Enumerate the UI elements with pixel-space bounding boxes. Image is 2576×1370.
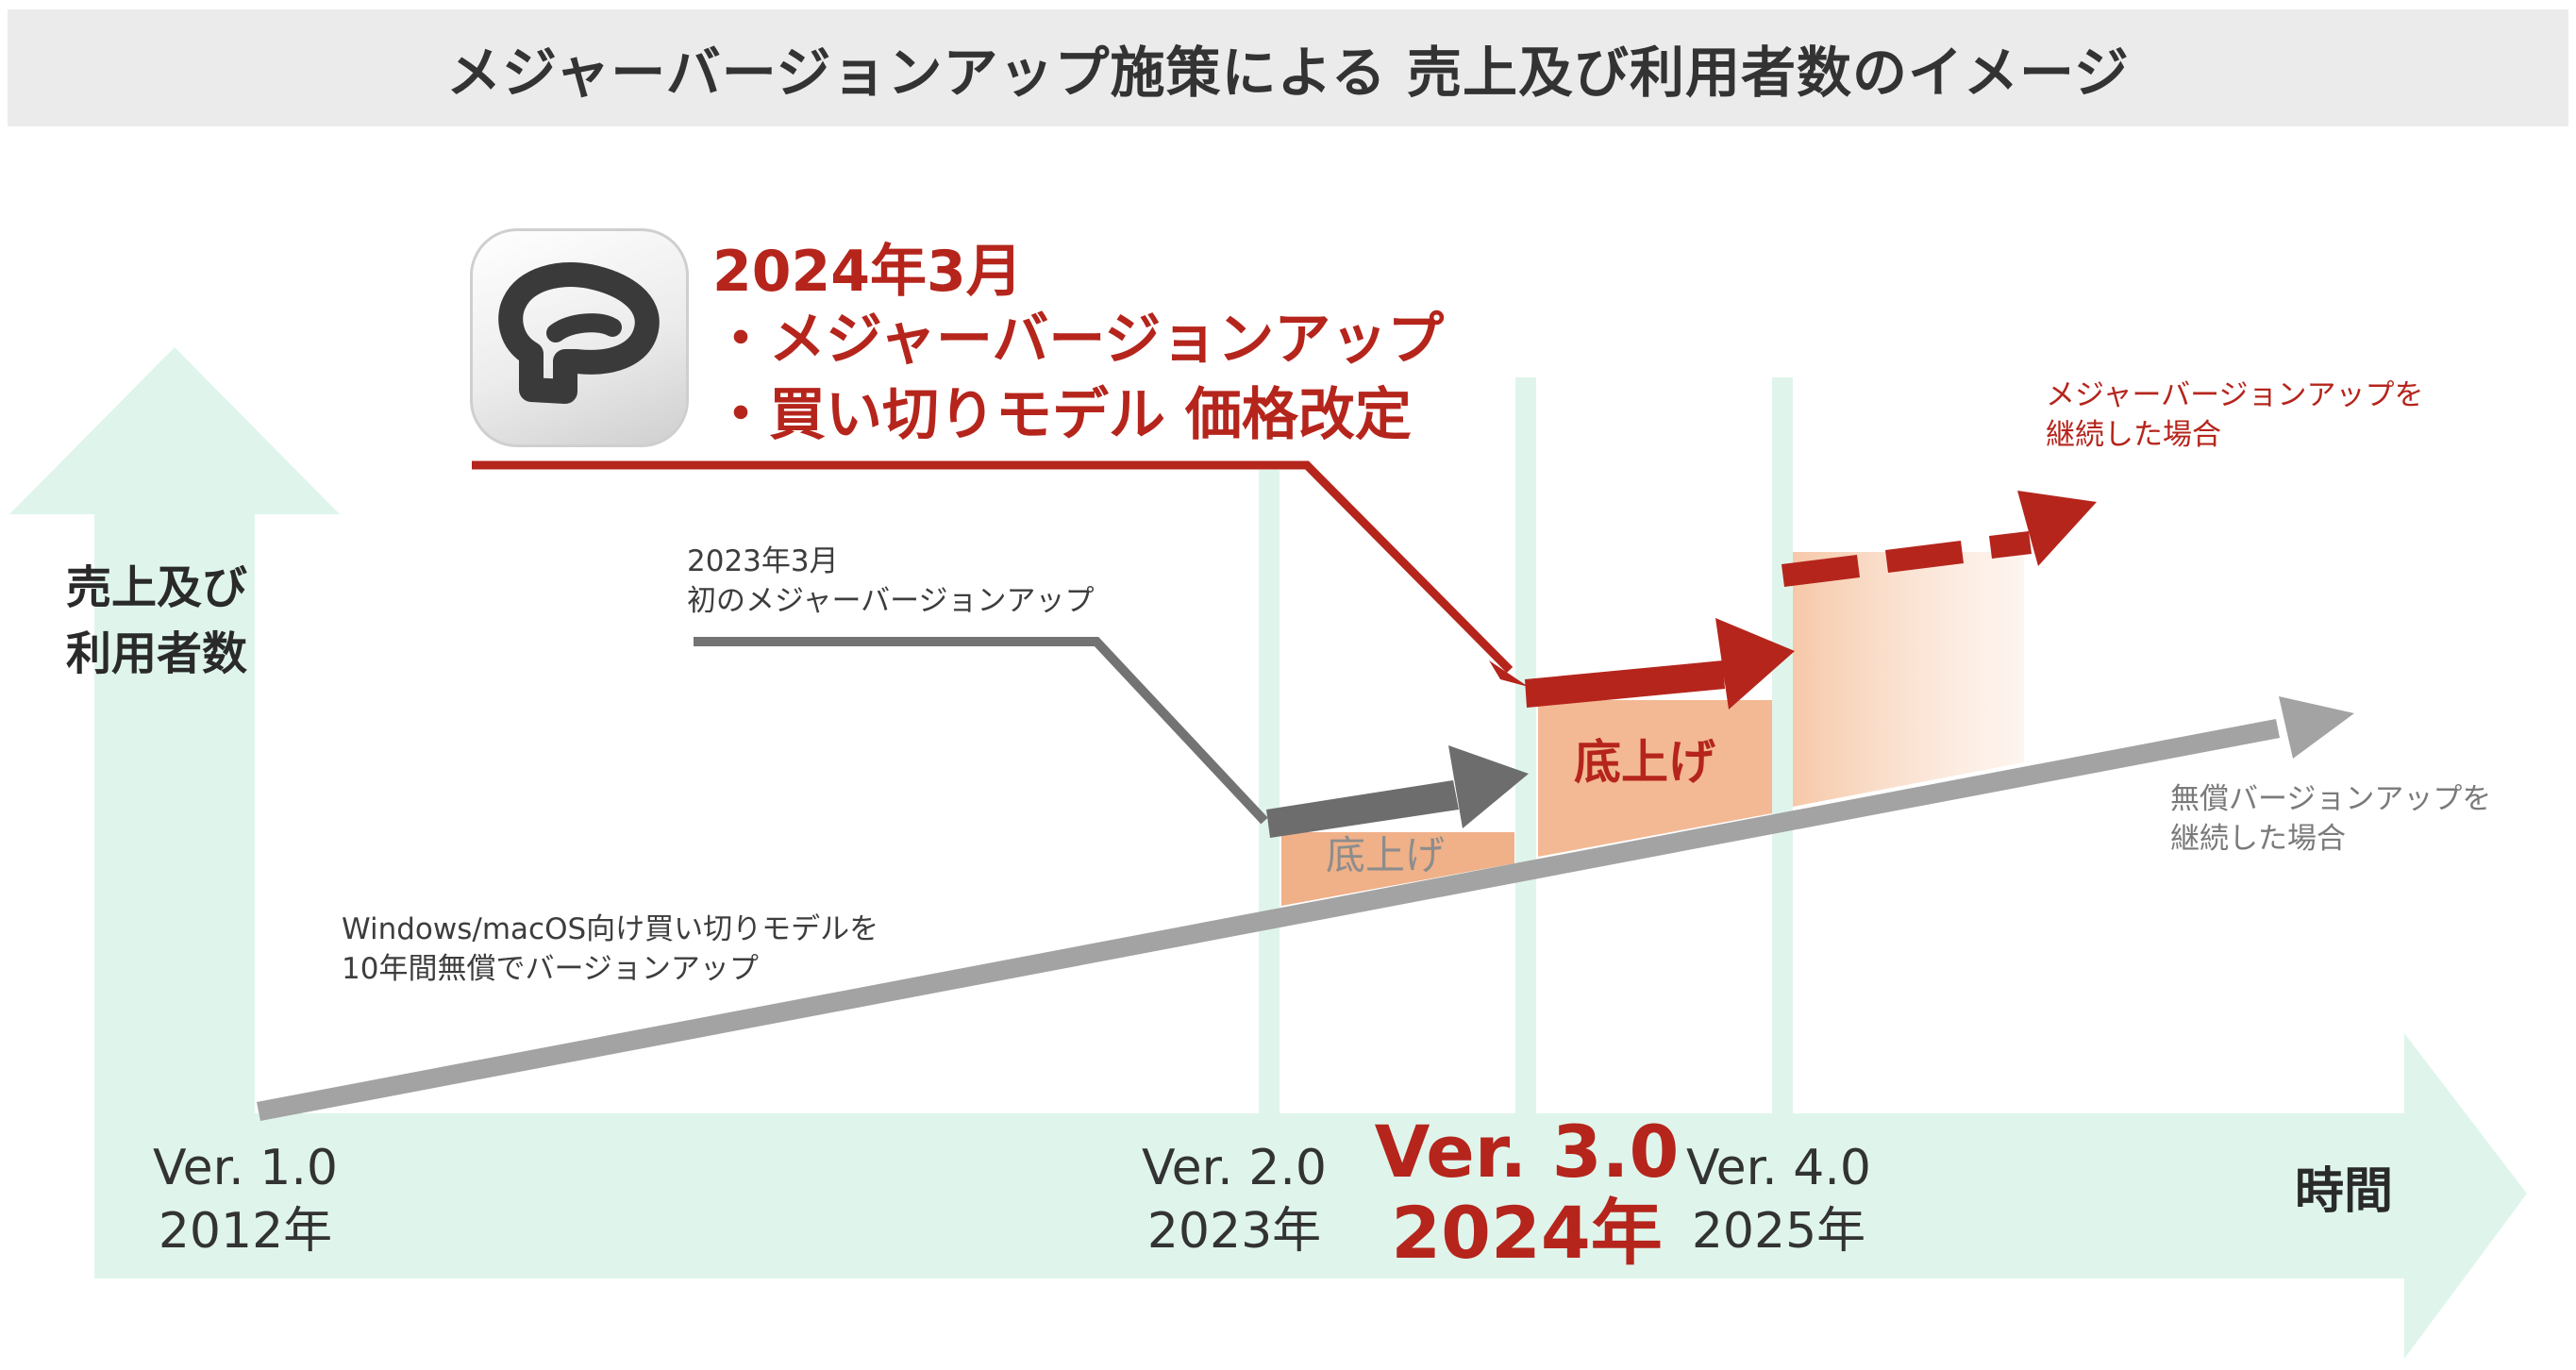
baseline-growth-arrowhead [2279,696,2354,759]
ver2-boost-arrowhead [1448,745,1529,828]
continue-major-note-line2: 継続した場合 [2046,418,2221,452]
clip-studio-logo-icon [498,262,660,404]
continue-free-note-line2: 継続した場合 [2170,822,2346,856]
projection-arrowhead [2017,491,2097,566]
x-axis-arrow [94,1033,2527,1359]
guide-line-ver3 [1515,377,1536,1113]
ver2-boost-arrow [1266,780,1459,838]
milestone-ver2-version: Ver. 2.0 [1142,1140,1327,1196]
ver3-boost-arrow [1525,660,1725,708]
baseline-note-line2: 10年間無償でバージョンアップ [342,952,759,986]
clip-studio-app-icon [470,228,689,447]
milestone-ver3-version: Ver. 3.0 [1374,1110,1680,1194]
diagram-title: メジャーバージョンアップ施策による 売上及び利用者数のイメージ [446,41,2130,105]
milestone-ver4-version: Ver. 4.0 [1686,1140,1871,1196]
y-axis-arrow [9,347,340,1278]
baseline-note-line1: Windows/macOS向け買い切りモデルを [342,912,879,946]
projection-dash-1 [1781,555,1860,587]
continue-major-note-line1: メジャーバージョンアップを [2046,378,2424,412]
first-major-note-line2: 初のメジャーバージョンアップ [687,584,1095,618]
projection-dash-2 [1885,541,1964,573]
announcement-pointer-line [472,460,1514,674]
announcement-major-upgrade: ・メジャーバージョンアップ [712,307,1445,373]
ver3-boost-arrowhead [1715,618,1795,710]
milestone-ver3-year: 2024年 [1391,1191,1663,1275]
ver3-boost-label: 底上げ [1574,735,1715,790]
boost-area-ver3 [1538,700,1772,857]
y-axis-label-line1: 売上及び [66,561,248,614]
announcement-price-revision: ・買い切りモデル 価格改定 [712,382,1412,448]
projection-dash-3 [1989,531,2032,559]
continue-free-note-line1: 無償バージョンアップを [2170,782,2492,816]
ver2-boost-label: 底上げ [1326,832,1446,878]
announcement-pointer-head [1489,660,1529,687]
first-major-note-line1: 2023年3月 [687,544,839,578]
milestone-ver2-year: 2023年 [1146,1203,1322,1260]
boost-area-ver4 [1793,552,2024,807]
y-axis-label-line2: 利用者数 [66,627,248,680]
title-bar: メジャーバージョンアップ施策による 売上及び利用者数のイメージ [8,9,2568,126]
baseline-growth-arrow [257,719,2280,1121]
first-major-pointer-line [694,637,1268,825]
milestone-ver4-year: 2025年 [1691,1203,1866,1260]
announcement-date: 2024年3月 [712,239,1023,305]
milestone-ver1-version: Ver. 1.0 [153,1140,338,1196]
boost-area-ver2 [1281,832,1514,906]
x-axis-label: 時間 [2295,1163,2394,1220]
guide-line-ver4 [1772,377,1793,1113]
guide-line-ver2 [1259,470,1280,1113]
milestone-ver1-year: 2012年 [158,1203,333,1260]
